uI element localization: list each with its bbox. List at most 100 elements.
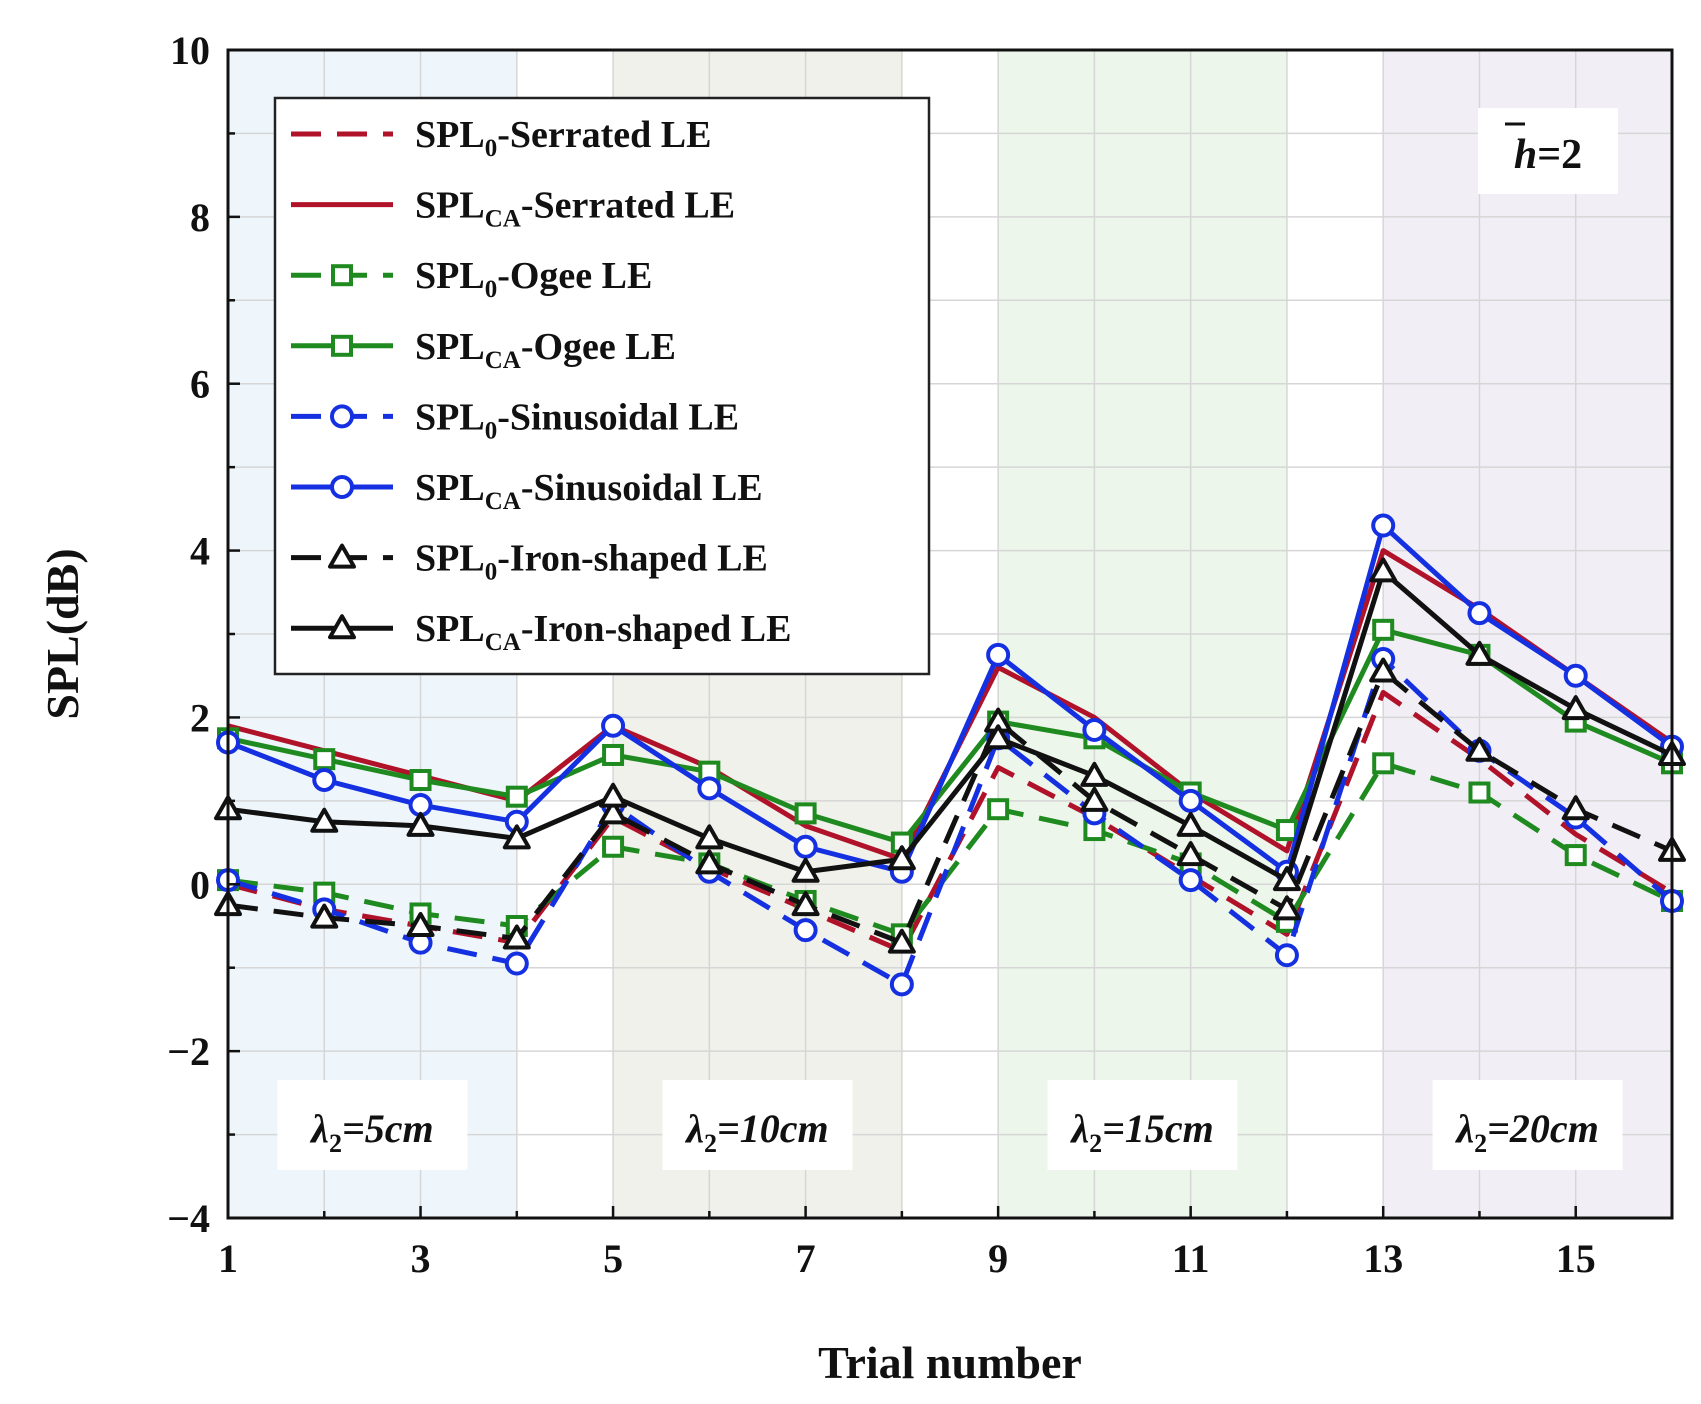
legend-label-8: SPLCA-Iron-shaped LE xyxy=(415,608,791,656)
series-7-point-13 xyxy=(1369,657,1398,683)
series-6-point-9 xyxy=(986,642,1011,667)
legend-label-1: SPL0-Serrated LE xyxy=(415,114,711,162)
legend-entry-4: SPLCA-Ogee LE xyxy=(291,326,676,374)
series-4-point-13 xyxy=(1372,618,1395,641)
series-6-point-5 xyxy=(601,713,626,738)
series-line-8 xyxy=(227,568,1674,883)
series-7-point-4 xyxy=(502,924,531,950)
band-label-2: λ2=10cm xyxy=(684,1106,828,1158)
legend-label-4: SPLCA-Ogee LE xyxy=(415,326,676,374)
y-tick-label-0: 0 xyxy=(190,862,210,907)
h-bar-annotation: h=2 xyxy=(1478,108,1618,194)
band-labels: λ2=5cm λ2=10cm λ2=15cm λ2=20cm xyxy=(277,1080,1623,1170)
series-4-point-3 xyxy=(409,769,432,791)
axes xyxy=(226,48,1674,1220)
band-label-box-1 xyxy=(277,1080,468,1170)
series-3-point-5 xyxy=(602,835,625,858)
series-8-point-5 xyxy=(599,782,628,808)
legend-entry-3: SPL0-Ogee LE xyxy=(291,255,652,303)
series-8-point-7 xyxy=(791,857,820,883)
y-tick-label-10: 10 xyxy=(170,28,210,73)
legend: SPL0-Serrated LE SPLCA-Serrated LE SPL0-Og… xyxy=(273,96,931,676)
series-4-point-7 xyxy=(794,802,817,825)
series-3-point-14 xyxy=(1468,781,1491,804)
series-6-point-2 xyxy=(312,768,337,792)
legend-entry-2: SPLCA-Serrated LE xyxy=(291,185,735,233)
band-label-3: λ2=15cm xyxy=(1069,1106,1213,1158)
legend-box xyxy=(273,96,931,676)
series-4-point-2 xyxy=(313,748,336,771)
legend-label-3: SPL0-Ogee LE xyxy=(415,255,652,303)
series-8-point-12 xyxy=(1272,866,1301,892)
legend-label-7: SPL0-Iron-shaped LE xyxy=(415,538,768,586)
series-6-point-10 xyxy=(1082,717,1107,742)
series-8-point-15 xyxy=(1561,695,1590,721)
series-4-point-12 xyxy=(1275,819,1298,842)
series-7-point-3 xyxy=(406,912,435,937)
legend-entry-6: SPLCA-Sinusoidal LE xyxy=(291,467,763,515)
annotation-text: h=2 xyxy=(1514,132,1582,178)
y-tick-label-6: 6 xyxy=(190,362,210,407)
y-axis-title: SPL(dB) xyxy=(37,548,88,719)
band-label-box-2 xyxy=(662,1080,853,1170)
series-lines xyxy=(214,513,1686,997)
series-5-point-4 xyxy=(504,951,529,976)
series-3-point-15 xyxy=(1564,844,1587,867)
series-7-point-8 xyxy=(887,928,916,954)
band-label-1: λ2=5cm xyxy=(309,1106,433,1158)
x-tick-label-13: 13 xyxy=(1363,1236,1403,1281)
series-7-point-15 xyxy=(1561,795,1590,821)
x-tick-label-5: 5 xyxy=(603,1236,623,1281)
series-8-point-14 xyxy=(1465,640,1494,666)
series-line-4 xyxy=(227,627,1673,846)
legend-entry-5: SPL0-Sinusoidal LE xyxy=(291,396,739,444)
series-4-point-5 xyxy=(602,743,625,766)
legend-marker-6 xyxy=(330,475,354,499)
legend-marker-4 xyxy=(331,334,353,357)
series-6-point-14 xyxy=(1467,601,1492,626)
series-3-point-13 xyxy=(1372,752,1395,775)
legend-label-6: SPLCA-Sinusoidal LE xyxy=(415,467,763,515)
band-label-4: λ2=20cm xyxy=(1454,1106,1598,1158)
series-line-3 xyxy=(227,760,1674,937)
series-7-point-14 xyxy=(1465,736,1494,762)
series-6-point-13 xyxy=(1371,513,1396,538)
legend-label-5: SPL0-Sinusoidal LE xyxy=(415,396,739,444)
series-line-5 xyxy=(227,656,1674,987)
legend-marker-5 xyxy=(330,404,354,429)
legend-entry-8: SPLCA-Iron-shaped LE xyxy=(291,608,791,656)
legend-entry-1: SPL0-Serrated LE xyxy=(291,114,711,162)
legend-label-2: SPLCA-Serrated LE xyxy=(415,185,735,233)
x-axis-title: Trial number xyxy=(818,1337,1082,1388)
series-8-point-8 xyxy=(887,845,916,871)
annotation-box xyxy=(1478,108,1618,194)
x-tick-label-9: 9 xyxy=(988,1236,1008,1281)
series-8-point-11 xyxy=(1176,811,1205,837)
series-8-point-10 xyxy=(1080,761,1109,787)
y-tick-label--2: −2 xyxy=(167,1029,210,1074)
y-tick-label--4: −4 xyxy=(167,1196,210,1241)
series-8-point-2 xyxy=(310,807,339,833)
band-label-box-3 xyxy=(1047,1080,1238,1170)
series-7-point-12 xyxy=(1272,895,1301,921)
series-7-point-5 xyxy=(599,799,628,825)
series-8-point-4 xyxy=(502,824,531,850)
legend-entry-7: SPL0-Iron-shaped LE xyxy=(291,538,768,586)
series-8-point-9 xyxy=(984,724,1013,750)
y-tick-label-8: 8 xyxy=(190,195,210,240)
series-6 xyxy=(216,513,1684,884)
y-tick-label-2: 2 xyxy=(190,695,210,740)
series-6-point-7 xyxy=(793,834,818,859)
x-tick-label-15: 15 xyxy=(1556,1236,1596,1281)
legend-marker-7 xyxy=(328,543,356,569)
x-tick-label-11: 11 xyxy=(1172,1236,1210,1281)
x-tick-label-1: 1 xyxy=(218,1236,238,1281)
legend-marker-8 xyxy=(328,614,356,640)
series-8-point-3 xyxy=(406,811,435,837)
series-7-point-11 xyxy=(1176,841,1205,867)
series-5-point-8 xyxy=(889,972,914,997)
series-5-point-11 xyxy=(1178,868,1203,893)
series-4-point-4 xyxy=(505,785,528,808)
